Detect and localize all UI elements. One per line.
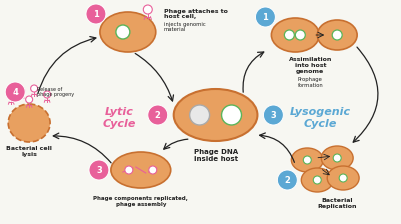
- Circle shape: [339, 174, 347, 182]
- Text: 3: 3: [271, 110, 276, 119]
- Ellipse shape: [8, 104, 50, 142]
- Circle shape: [89, 160, 109, 180]
- Circle shape: [143, 5, 152, 14]
- Circle shape: [333, 154, 341, 162]
- Ellipse shape: [174, 89, 257, 141]
- Circle shape: [190, 105, 210, 125]
- Text: Prophage
formation: Prophage formation: [298, 77, 323, 88]
- Ellipse shape: [292, 148, 323, 172]
- Text: Phage components replicated,
phage assembly: Phage components replicated, phage assem…: [93, 196, 188, 207]
- Circle shape: [263, 105, 284, 125]
- Text: 2: 2: [284, 175, 290, 185]
- Circle shape: [222, 105, 241, 125]
- Text: Phage attaches to
host cell,: Phage attaches to host cell,: [164, 9, 228, 19]
- Circle shape: [26, 96, 32, 103]
- Circle shape: [148, 105, 168, 125]
- Text: Lysogenic
Cycle: Lysogenic Cycle: [290, 107, 351, 129]
- Ellipse shape: [327, 166, 359, 190]
- Circle shape: [18, 87, 25, 94]
- Circle shape: [255, 7, 275, 27]
- Circle shape: [44, 91, 51, 98]
- Ellipse shape: [111, 152, 171, 188]
- Text: Lytic
Cycle: Lytic Cycle: [102, 107, 136, 129]
- Circle shape: [125, 166, 133, 174]
- Text: 1: 1: [263, 13, 268, 22]
- Circle shape: [86, 4, 106, 24]
- Text: 2: 2: [155, 110, 161, 119]
- Text: 4: 4: [12, 88, 18, 97]
- Ellipse shape: [100, 12, 156, 52]
- Circle shape: [149, 166, 157, 174]
- Text: 3: 3: [96, 166, 102, 174]
- Text: injects genomic
material: injects genomic material: [164, 22, 205, 32]
- Text: Release of
phage progeny: Release of phage progeny: [37, 87, 74, 97]
- Text: Phage DNA
inside host: Phage DNA inside host: [194, 149, 238, 162]
- Ellipse shape: [321, 146, 353, 170]
- Circle shape: [284, 30, 294, 40]
- Circle shape: [313, 176, 321, 184]
- Circle shape: [277, 170, 297, 190]
- Text: Assimilation
into host
genome: Assimilation into host genome: [289, 57, 332, 74]
- Circle shape: [116, 25, 130, 39]
- Text: 1: 1: [93, 9, 99, 19]
- Ellipse shape: [271, 18, 319, 52]
- Ellipse shape: [317, 20, 357, 50]
- Text: Bacterial
Replication: Bacterial Replication: [318, 198, 357, 209]
- Circle shape: [303, 156, 311, 164]
- Circle shape: [295, 30, 305, 40]
- Circle shape: [30, 85, 38, 92]
- Ellipse shape: [301, 168, 333, 192]
- Circle shape: [8, 93, 15, 100]
- Text: Bacterial cell
lysis: Bacterial cell lysis: [6, 146, 52, 157]
- Circle shape: [5, 82, 25, 102]
- Circle shape: [332, 30, 342, 40]
